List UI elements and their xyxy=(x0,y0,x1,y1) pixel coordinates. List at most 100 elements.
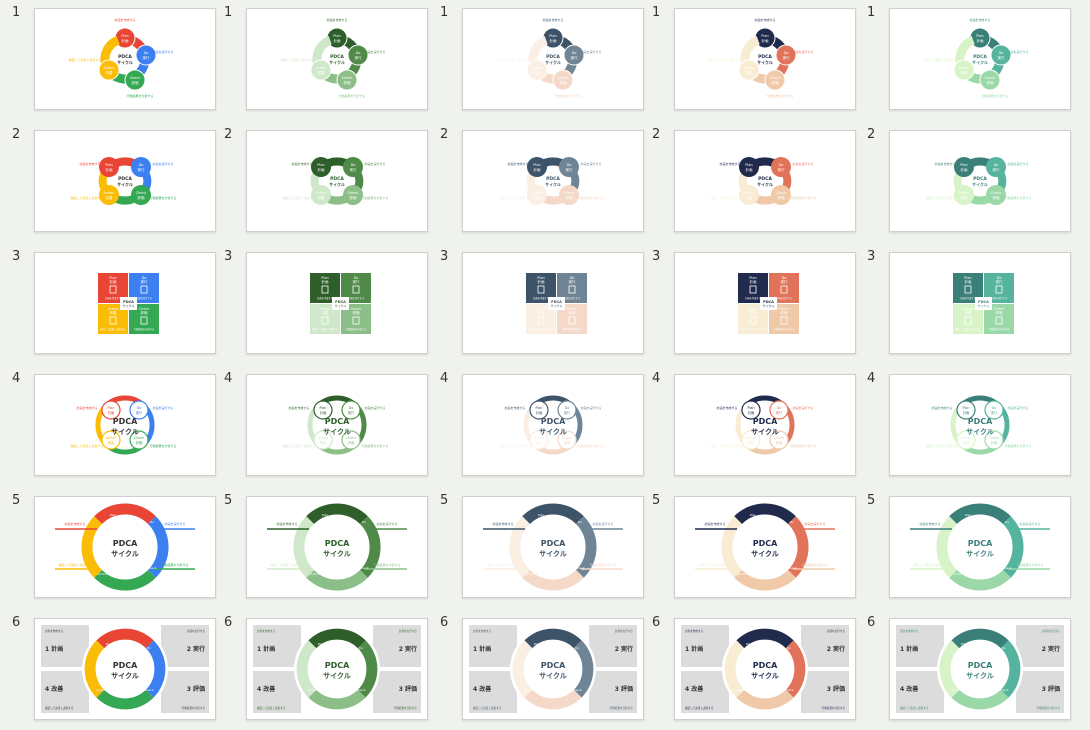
step-circle xyxy=(341,430,361,450)
slide-thumbnail-cell[interactable]: 1 Plan 計画 Do 実行 Check 評価 Action 改善 PDCA サイクル 計画を作成す… xyxy=(855,2,1071,120)
pdca-title: PDCA xyxy=(113,539,138,548)
slide-thumbnail[interactable]: Plan 計画 計画を作成する Do 実行 計画を実行する Check 評価 行動結果を分析する… xyxy=(674,252,856,354)
slide-thumbnail[interactable]: Plan 計画 Do 実行 Check 評価 Action 改善 PDCA サイクル 計画を作成する… xyxy=(889,8,1071,110)
slide-thumbnail-cell[interactable]: 4 Plan 計画 Do 実行 Check 評価 Action 改善 PDCA サイクル 計画を作成す… xyxy=(428,368,644,486)
slide-thumbnail-cell[interactable]: 5 計画を作成する 計画を実行する 行動結果を分析する 検証して改善し改善する Plan D… xyxy=(640,490,856,608)
step-label: Do xyxy=(137,406,142,410)
slide-thumbnail-cell[interactable]: 5 計画を作成する 計画を実行する 行動結果を分析する 検証して改善し改善する Plan D… xyxy=(855,490,1071,608)
slide-thumbnail-cell[interactable]: 4 Plan 計画 Do 実行 Check 評価 Action 改善 PDCA サイクル 計画を作成す… xyxy=(212,368,428,486)
step-label-jp: 実行 xyxy=(778,167,786,172)
slide-thumbnail-cell[interactable]: 3 Plan 計画 計画を作成する Do 実行 計画を実行する Check 評価 行動結果を分析す… xyxy=(428,246,644,364)
slide-thumbnail-cell[interactable]: 4 Plan 計画 Do 実行 Check 評価 Action 改善 PDCA サイクル 計画を作成す… xyxy=(640,368,856,486)
pdca-title: PDCA xyxy=(541,417,566,426)
slide-thumbnail[interactable]: Plan 計画 Do 実行 Check 評価 Action 改善 PDCA サイクル 計画を作成する… xyxy=(674,130,856,232)
slide-thumbnail-cell[interactable]: 4 Plan 計画 Do 実行 Check 評価 Action 改善 PDCA サイクル 計画を作成す… xyxy=(855,368,1071,486)
step-label: Check xyxy=(564,191,576,195)
step-label-jp: 評価 xyxy=(136,440,143,445)
slide-thumbnail-cell[interactable]: 2 Plan 計画 Do 実行 Check 評価 Action 改善 PDCA サイクル 計画を作成す… xyxy=(640,124,856,242)
slide-thumbnail[interactable]: Plan 計画 Do 実行 Check 評価 Action 改善 PDCA サイクル 計画を作成する… xyxy=(674,374,856,476)
slide-thumbnail-cell[interactable]: 3 Plan 計画 計画を作成する Do 実行 計画を実行する Check 評価 行動結果を分析す… xyxy=(212,246,428,364)
slide-thumbnail-cell[interactable]: 1 Plan 計画 Do 実行 Check 評価 Action 改善 PDCA サイクル 計画を作成す… xyxy=(640,2,856,120)
step-label: Check xyxy=(346,436,356,440)
step-circle xyxy=(552,69,574,91)
step-label-jp: 改善 xyxy=(534,195,542,200)
slide-number: 3 xyxy=(652,249,661,264)
pdca-title: PDCA xyxy=(973,54,987,60)
slide-thumbnail[interactable]: 計画を作成する 計画を実行する 行動結果を分析する 検証して改善し改善する Plan Do… xyxy=(674,496,856,598)
step-circle xyxy=(526,59,548,81)
slide-thumbnail-cell[interactable]: 3 Plan 計画 計画を作成する Do 実行 計画を実行する Check 評価 行動結果を分析す… xyxy=(0,246,216,364)
pdca-subtitle: サイクル xyxy=(117,181,133,187)
step-label-jp: 評価 xyxy=(348,440,355,445)
note-text: 検証して改善し改善する xyxy=(711,195,744,200)
step-icon xyxy=(352,316,360,325)
slide-thumbnail-cell[interactable]: 2 Plan 計画 Do 実行 Check 評価 Action 改善 PDCA サイクル 計画を作成す… xyxy=(428,124,644,242)
slide-thumbnail[interactable]: Plan 計画 Do 実行 Check 評価 Action 改善 PDCA サイクル 計画を作成する… xyxy=(246,374,428,476)
slide-thumbnail-cell[interactable]: 5 計画を作成する 計画を実行する 行動結果を分析する 検証して改善し改善する Plan D… xyxy=(0,490,216,608)
ring-segment xyxy=(573,640,594,698)
slide-thumbnail-cell[interactable]: 1 Plan 計画 Do 実行 Check 評価 Action 改善 PDCA サイクル 計画を作成す… xyxy=(212,2,428,120)
slide-thumbnail-cell[interactable]: 4 Plan 計画 Do 実行 Check 評価 Action 改善 PDCA サイクル 計画を作成す… xyxy=(0,368,216,486)
slide-thumbnail[interactable]: Plan 計画 Do 実行 Check 評価 Action 改善 PDCA サイクル 計画を作成する… xyxy=(462,374,644,476)
slide-thumbnail[interactable]: Plan 計画 計画を作成する Do 実行 計画を実行する Check 評価 行動結果を分析する… xyxy=(246,252,428,354)
note-text: 行動結果を分析する xyxy=(801,562,828,567)
slide-thumbnail[interactable]: 計画を作成する 計画を実行する 行動結果を分析する 検証して改善し改善する Plan Do… xyxy=(889,496,1071,598)
step-label-jp: 評価 xyxy=(353,310,361,315)
slide-thumbnail[interactable]: 計画を作成する 1 計画 計画を実行する 2 実行 行動結果を分析する 3 評価 検証して改… xyxy=(889,618,1071,720)
slide-thumbnail-cell[interactable]: 2 Plan 計画 Do 実行 Check 評価 Action 改善 PDCA サイクル 計画を作成す… xyxy=(0,124,216,242)
step-label-jp: 計画 xyxy=(748,410,755,415)
note-text: 検証して改善し改善する xyxy=(312,327,337,331)
step-label-jp: 評価 xyxy=(991,440,998,445)
slide-thumbnail-cell[interactable]: 6 計画を作成する 1 計画 計画を実行する 2 実行 行動結果を分析する 3 評価 検証して… xyxy=(428,612,644,730)
step-label-jp: 計画 xyxy=(106,167,113,172)
slide-thumbnail[interactable]: 計画を作成する 計画を実行する 行動結果を分析する 検証して改善し改善する Plan Do… xyxy=(462,496,644,598)
slide-thumbnail[interactable]: Plan 計画 計画を作成する Do 実行 計画を実行する Check 評価 行動結果を分析する… xyxy=(889,252,1071,354)
slide-thumbnail[interactable]: Plan 計画 Do 実行 Check 評価 Action 改善 PDCA サイクル 計画を作成する… xyxy=(34,374,216,476)
slide-thumbnail[interactable]: Plan 計画 計画を作成する Do 実行 計画を実行する Check 評価 行動結果を分析する… xyxy=(462,252,644,354)
step-label-jp: 改善 xyxy=(961,70,969,75)
step-circle xyxy=(984,400,1004,420)
slide-thumbnail[interactable]: Plan 計画 Do 実行 Check 評価 Action 改善 PDCA サイクル 計画を作成する… xyxy=(34,8,216,110)
slide-thumbnail-cell[interactable]: 5 計画を作成する 計画を実行する 行動結果を分析する 検証して改善し改善する Plan D… xyxy=(212,490,428,608)
slide-thumbnail-cell[interactable]: 2 Plan 計画 Do 実行 Check 評価 Action 改善 PDCA サイクル 計画を作成す… xyxy=(212,124,428,242)
slide-thumbnail-cell[interactable]: 3 Plan 計画 計画を作成する Do 実行 計画を実行する Check 評価 行動結果を分析す… xyxy=(640,246,856,364)
step-icon xyxy=(995,285,1003,294)
ring-segment xyxy=(84,640,105,698)
slide-thumbnail[interactable]: Plan 計画 Do 実行 Check 評価 Action 改善 PDCA サイクル 計画を作成する… xyxy=(889,374,1071,476)
slide-thumbnail-cell[interactable]: 6 計画を作成する 1 計画 計画を実行する 2 実行 行動結果を分析する 3 評価 検証して… xyxy=(855,612,1071,730)
slide-thumbnail[interactable]: 計画を作成する 1 計画 計画を実行する 2 実行 行動結果を分析する 3 評価 検証して改… xyxy=(462,618,644,720)
slide-thumbnail-cell[interactable]: 2 Plan 計画 Do 実行 Check 評価 Action 改善 PDCA サイクル 計画を作成す… xyxy=(855,124,1071,242)
step-label-jp: 改善 xyxy=(110,310,117,315)
slide-thumbnail-cell[interactable]: 5 計画を作成する 計画を実行する 行動結果を分析する 検証して改善し改善する Plan D… xyxy=(428,490,644,608)
step-label-jp: 評価 xyxy=(996,310,1004,315)
slide-number: 5 xyxy=(12,493,21,508)
slide-thumbnail[interactable]: Plan 計画 Do 実行 Check 評価 Action 改善 PDCA サイクル 計画を作成する… xyxy=(246,130,428,232)
slide-thumbnail[interactable]: 計画を作成する 1 計画 計画を実行する 2 実行 行動結果を分析する 3 評価 検証して改… xyxy=(674,618,856,720)
slide-thumbnail[interactable]: Plan 計画 Do 実行 Check 評価 Action 改善 PDCA サイクル 計画を作成する… xyxy=(246,8,428,110)
slide-thumbnail[interactable]: Plan 計画 計画を作成する Do 実行 計画を実行する Check 評価 行動結果を分析する… xyxy=(34,252,216,354)
slide-thumbnail[interactable]: Plan 計画 Do 実行 Check 評価 Action 改善 PDCA サイクル 計画を作成する… xyxy=(462,130,644,232)
slide-thumbnail[interactable]: Plan 計画 Do 実行 Check 評価 Action 改善 PDCA サイクル 計画を作成する… xyxy=(34,130,216,232)
slide-thumbnail-cell[interactable]: 3 Plan 計画 計画を作成する Do 実行 計画を実行する Check 評価 行動結果を分析す… xyxy=(855,246,1071,364)
step-label: Do xyxy=(790,520,794,524)
slide-thumbnail-cell[interactable]: 1 Plan 計画 Do 実行 Check 評価 Action 改善 PDCA サイクル 計画を作成す… xyxy=(0,2,216,120)
slide-thumbnail-cell[interactable]: 1 Plan 計画 Do 実行 Check 評価 Action 改善 PDCA サイクル 計画を作成す… xyxy=(428,2,644,120)
slide-thumbnail[interactable]: Plan 計画 Do 実行 Check 評価 Action 改善 PDCA サイクル 計画を作成する… xyxy=(889,130,1071,232)
step-circle xyxy=(557,400,577,420)
slide-thumbnail[interactable]: 計画を作成する 1 計画 計画を実行する 2 実行 行動結果を分析する 3 評価 検証して改… xyxy=(34,618,216,720)
step-label-jp: 改善 xyxy=(536,440,543,445)
slide-thumbnail[interactable]: 計画を作成する 計画を実行する 行動結果を分析する 検証して改善し改善する Plan Do… xyxy=(246,496,428,598)
pdca-subtitle: サイクル xyxy=(972,181,988,187)
slide-thumbnail-cell[interactable]: 6 計画を作成する 1 計画 計画を実行する 2 実行 行動結果を分析する 3 評価 検証して… xyxy=(640,612,856,730)
slide-thumbnail-cell[interactable]: 6 計画を作成する 1 計画 計画を実行する 2 実行 行動結果を分析する 3 評価 検証して… xyxy=(0,612,216,730)
step-label-jp: 計画 xyxy=(538,279,546,284)
slide-number: 6 xyxy=(652,615,661,630)
slide-thumbnail[interactable]: 計画を作成する 1 計画 計画を実行する 2 実行 行動結果を分析する 3 評価 検証して改… xyxy=(246,618,428,720)
pdca-subtitle: サイクル xyxy=(329,181,345,187)
slide-thumbnail-cell[interactable]: 6 計画を作成する 1 計画 計画を実行する 2 実行 行動結果を分析する 3 評価 検証して… xyxy=(212,612,428,730)
slide-thumbnail[interactable]: 計画を作成する 計画を実行する 行動結果を分析する 検証して改善し改善する Plan Do… xyxy=(34,496,216,598)
slide-thumbnail[interactable]: Plan 計画 Do 実行 Check 評価 Action 改善 PDCA サイクル 計画を作成する… xyxy=(674,8,856,110)
slide-thumbnail[interactable]: Plan 計画 Do 実行 Check 評価 Action 改善 PDCA サイクル 計画を作成する… xyxy=(462,8,644,110)
